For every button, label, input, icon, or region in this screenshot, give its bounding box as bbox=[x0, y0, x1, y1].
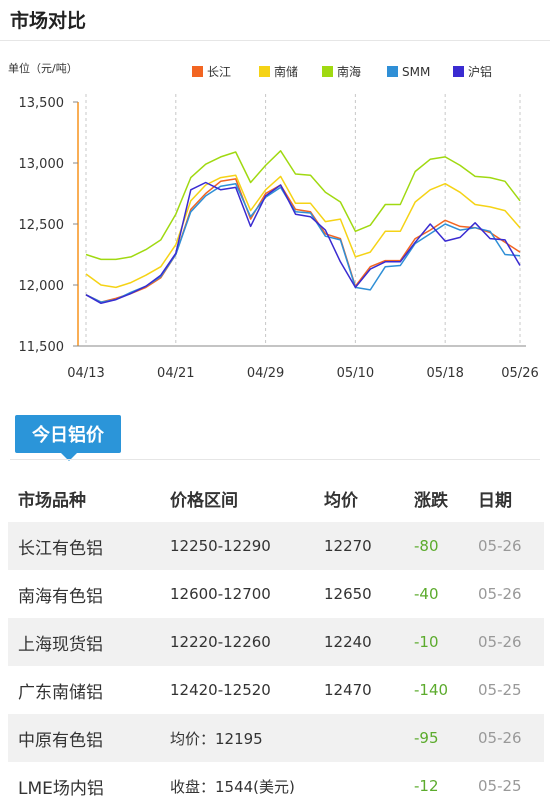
x-tick-label: 05/18 bbox=[426, 366, 463, 381]
price-change: -95 bbox=[414, 729, 439, 747]
series-line bbox=[85, 174, 521, 289]
price-range: 12250-12290 bbox=[170, 537, 271, 555]
table-row: 上海现货铝 12220-12260 12240 -10 05-26 bbox=[8, 618, 544, 666]
legend-swatch bbox=[259, 66, 270, 77]
col-header-market: 市场品种 bbox=[18, 490, 86, 511]
x-tick-label: 05/26 bbox=[501, 366, 538, 381]
grid bbox=[85, 94, 521, 346]
price-change: -12 bbox=[414, 777, 439, 795]
legend-item: 长江 bbox=[192, 65, 231, 79]
series-line bbox=[85, 181, 521, 305]
price-date: 05-26 bbox=[478, 537, 522, 555]
price-table: 市场品种 价格区间 均价 涨跌 日期 长江有色铝 12250-12290 122… bbox=[8, 474, 544, 810]
series-group bbox=[85, 150, 521, 305]
legend: 长江 南储 南海 SMM 沪铝 bbox=[192, 64, 492, 79]
legend-swatch bbox=[192, 66, 203, 77]
price-change: -140 bbox=[414, 681, 449, 699]
x-tick-label: 04/29 bbox=[247, 366, 284, 381]
header: 市场对比 bbox=[0, 0, 550, 41]
price-date: 05-26 bbox=[478, 585, 522, 603]
series-line bbox=[85, 182, 521, 303]
y-tick-label: 11,500 bbox=[19, 340, 65, 355]
legend-label: 沪铝 bbox=[468, 64, 492, 79]
series-line bbox=[85, 150, 521, 261]
avg-price: 12650 bbox=[324, 585, 372, 603]
market-name: 长江有色铝 bbox=[18, 538, 103, 559]
legend-label: 南储 bbox=[274, 64, 298, 79]
avg-price: 12270 bbox=[324, 537, 372, 555]
market-name: 广东南储铝 bbox=[18, 682, 103, 703]
legend-swatch bbox=[387, 66, 398, 77]
axes: 04/13 04/21 04/29 05/10 05/18 05/26 11,500 12,0… bbox=[19, 96, 539, 381]
price-change: -40 bbox=[414, 585, 439, 603]
col-header-avg: 均价 bbox=[324, 490, 358, 511]
market-name: LME场内铝 bbox=[18, 778, 104, 799]
x-tick-label: 05/10 bbox=[337, 366, 374, 381]
price-date: 05-25 bbox=[478, 777, 522, 795]
price-range: 12420-12520 bbox=[170, 681, 271, 699]
price-change: -80 bbox=[414, 537, 439, 555]
line-chart: 单位（元/吨） 长江 南储 南海 SMM 沪铝 04/13 04/21 04/29 05/10… bbox=[8, 61, 539, 381]
legend-item: 沪铝 bbox=[453, 64, 492, 79]
price-date: 05-26 bbox=[478, 633, 522, 651]
avg-price bbox=[323, 714, 413, 762]
table-row: 南海有色铝 12600-12700 12650 -40 05-26 bbox=[8, 570, 544, 618]
today-price-badge: 今日铝价 bbox=[15, 415, 121, 461]
legend-label: 长江 bbox=[207, 65, 231, 79]
col-header-range: 价格区间 bbox=[170, 490, 238, 511]
divider bbox=[10, 459, 540, 460]
y-tick-label: 12,000 bbox=[19, 279, 65, 294]
legend-item: 南储 bbox=[259, 64, 298, 79]
y-tick-label: 13,500 bbox=[19, 96, 65, 111]
avg-price bbox=[323, 762, 413, 810]
col-header-date: 日期 bbox=[478, 490, 512, 511]
series-line bbox=[85, 178, 521, 303]
legend-item: SMM bbox=[387, 65, 430, 79]
price-range: 12600-12700 bbox=[170, 585, 271, 603]
col-header-change: 涨跌 bbox=[414, 490, 448, 511]
y-axis-label: 单位（元/吨） bbox=[8, 61, 78, 75]
legend-label: SMM bbox=[402, 65, 430, 79]
page-title: 市场对比 bbox=[10, 10, 87, 32]
y-tick-label: 12,500 bbox=[19, 218, 65, 233]
price-range: 收盘：1544(美元) bbox=[170, 777, 295, 796]
price-range: 12220-12260 bbox=[170, 633, 271, 651]
market-name: 上海现货铝 bbox=[18, 634, 103, 655]
table-row: LME场内铝 收盘：1544(美元) -12 05-25 bbox=[8, 762, 544, 810]
table-row: 广东南储铝 12420-12520 12470 -140 05-25 bbox=[8, 666, 544, 714]
table-header-row: 市场品种 价格区间 均价 涨跌 日期 bbox=[8, 474, 544, 522]
table-row: 中原有色铝 均价：12195 -95 05-26 bbox=[8, 714, 544, 762]
price-date: 05-26 bbox=[478, 729, 522, 747]
market-name: 中原有色铝 bbox=[18, 730, 103, 751]
avg-price: 12470 bbox=[324, 681, 372, 699]
x-tick-label: 04/13 bbox=[67, 366, 104, 381]
price-range: 均价：12195 bbox=[170, 729, 263, 748]
market-name: 南海有色铝 bbox=[18, 586, 103, 607]
table-row: 长江有色铝 12250-12290 12270 -80 05-26 bbox=[8, 522, 544, 570]
legend-swatch bbox=[453, 66, 464, 77]
legend-label: 南海 bbox=[337, 64, 361, 79]
price-date: 05-25 bbox=[478, 681, 522, 699]
y-tick-label: 13,000 bbox=[19, 157, 65, 172]
x-tick-label: 04/21 bbox=[157, 366, 194, 381]
price-change: -10 bbox=[414, 633, 439, 651]
avg-price: 12240 bbox=[324, 633, 372, 651]
legend-swatch bbox=[322, 66, 333, 77]
legend-item: 南海 bbox=[322, 64, 361, 79]
